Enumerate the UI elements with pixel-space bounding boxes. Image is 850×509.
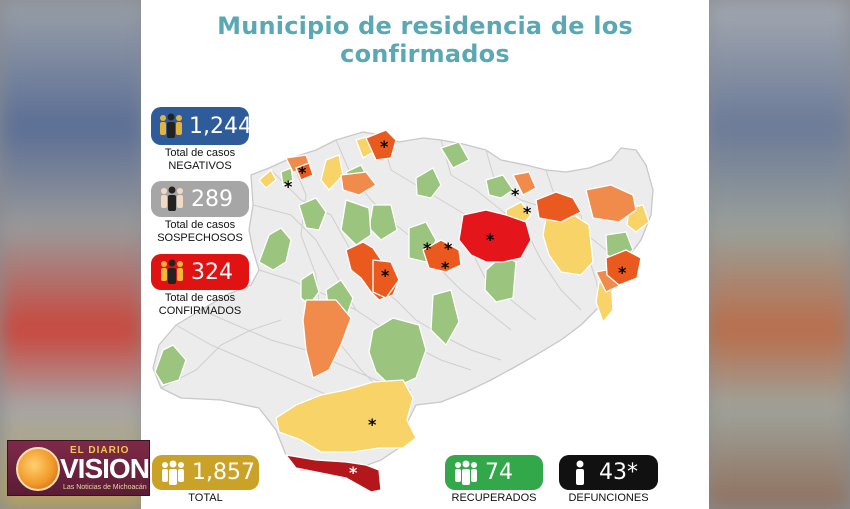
municipality-orange [535,191,582,223]
confirmados-box: 324 [151,254,249,290]
map-marker: * [368,415,377,434]
map-marker: * [486,230,495,249]
municipality-yellow [275,379,417,453]
negativos-box: 1,244 [151,107,252,145]
map-marker: * [618,263,627,282]
person-icon [565,458,595,488]
recuperados-value: 74 [485,460,513,485]
sospechosos-label-line2: SOSPECHOSOS [157,232,243,244]
map-marker: * [511,185,520,204]
negativos-value: 1,244 [189,113,252,139]
municipality-green [298,197,327,231]
municipality-orange [372,259,400,299]
people-icon [451,458,481,488]
map-marker: * [298,163,307,182]
total-box: 1,857 [152,455,259,490]
map-marker: * [349,463,358,482]
stat-recuperados: 74 RECUPERADOS [445,455,543,505]
municipality-green [440,141,470,169]
municipality-green [340,199,372,246]
municipality-light-orange [585,184,637,223]
people-icon [157,184,187,214]
map-marker: * [444,239,453,258]
stat-sospechosos: 289 Total de casos SOSPECHOSOS [151,181,249,245]
diario-vision-logo: EL DIARIO VISION Las Noticias de Michoac… [7,440,150,496]
confirmados-value: 324 [191,259,233,285]
logo-name: VISION [60,453,150,484]
defunciones-label: DEFUNCIONES [568,492,649,504]
confirmados-label-line1: Total de casos [164,292,236,304]
municipality-orange [365,129,397,161]
municipality-yellow [320,154,344,191]
people-icon [158,458,188,488]
infographic-title: Municipio de residencia de los confirmad… [217,12,633,68]
municipality-green [258,227,292,271]
stat-total: 1,857 TOTAL [152,455,259,505]
people-icon [157,257,187,287]
map-marker: * [380,137,389,156]
logo-small-text: EL DIARIO [70,445,130,456]
map-marker: * [441,258,450,277]
negativos-label-line2: NEGATIVOS [168,160,232,172]
map-marker: * [381,266,390,285]
map-marker: * [523,203,532,222]
sospechosos-value: 289 [191,186,233,212]
sospechosos-box: 289 [151,181,249,217]
recuperados-box: 74 [445,455,543,490]
defunciones-box: 43* [559,455,658,490]
municipality-green [430,289,460,346]
logo-tagline: Las Noticias de Michoacán [63,484,147,491]
municipality-dark-red [285,454,382,493]
defunciones-value: 43* [599,460,638,485]
people-icon [157,111,185,141]
michoacan-map: * * * * * * * * * * * * * [152,129,654,493]
negativos-label-line1: Total de casos [164,147,236,159]
municipality-light-orange [302,299,352,379]
blurred-background-left [0,0,145,509]
municipality-green [300,271,320,306]
stat-confirmados: 324 Total de casos CONFIRMADOS [151,254,249,318]
municipality-orange [295,162,314,181]
municipality-green [485,174,514,199]
municipality-green [368,317,427,389]
municipality-light-orange [512,171,537,196]
map-marker: * [423,239,432,258]
stat-defunciones: 43* DEFUNCIONES [559,455,658,505]
total-label: TOTAL [188,492,223,504]
municipality-green [154,344,187,386]
municipality-green [280,167,294,186]
confirmados-label-line2: CONFIRMADOS [158,305,242,317]
logo-orb-icon [16,447,60,491]
municipality-green [415,167,442,199]
map-marker: * [284,177,293,196]
sospechosos-label-line1: Total de casos [164,219,236,231]
municipality-yellow [258,169,277,189]
municipality-orange [605,249,642,286]
municipality-red [458,209,532,263]
municipality-orange [422,239,462,273]
infographic-panel: Municipio de residencia de los confirmad… [141,0,709,509]
blurred-background-right [705,0,850,509]
recuperados-label: RECUPERADOS [451,492,537,504]
municipality-light-orange [340,171,377,196]
municipality-yellow [542,211,594,276]
total-value: 1,857 [192,460,255,485]
stat-negativos: 1,244 Total de casos NEGATIVOS [151,107,252,173]
